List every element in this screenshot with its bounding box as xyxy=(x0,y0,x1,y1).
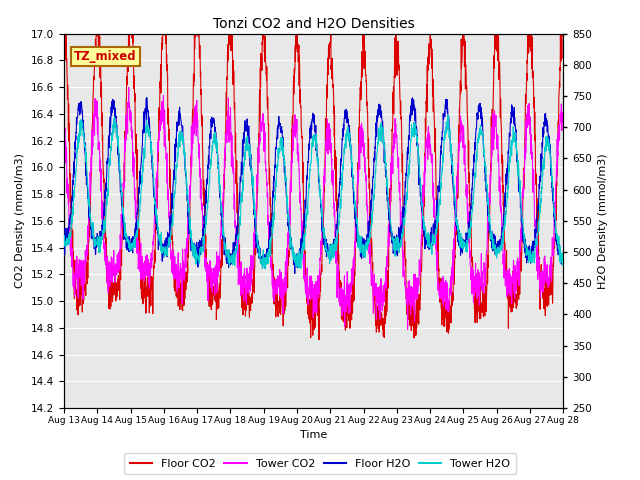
Y-axis label: CO2 Density (mmol/m3): CO2 Density (mmol/m3) xyxy=(15,153,26,288)
X-axis label: Time: Time xyxy=(300,430,327,440)
Text: TZ_mixed: TZ_mixed xyxy=(74,50,136,63)
Y-axis label: H2O Density (mmol/m3): H2O Density (mmol/m3) xyxy=(598,153,607,288)
Title: Tonzi CO2 and H2O Densities: Tonzi CO2 and H2O Densities xyxy=(212,17,415,31)
Legend: Floor CO2, Tower CO2, Floor H2O, Tower H2O: Floor CO2, Tower CO2, Floor H2O, Tower H… xyxy=(124,453,516,474)
